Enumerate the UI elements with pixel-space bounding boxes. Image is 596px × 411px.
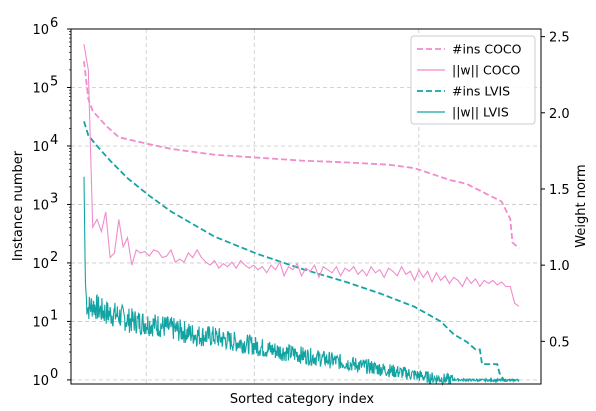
- legend-label-3: ||w|| LVIS: [452, 105, 509, 120]
- left-tick-exp-2: 2: [50, 250, 58, 265]
- left-tick-exp-4: 4: [50, 133, 58, 148]
- left-tick-label-3: 10: [32, 198, 49, 213]
- left-tick-label-2: 10: [32, 257, 49, 272]
- left-tick-label-5: 10: [32, 81, 49, 96]
- legend-label-0: #ins COCO: [452, 42, 522, 57]
- left-tick-exp-3: 3: [50, 191, 58, 206]
- y-axis-label-left: Instance number: [11, 150, 26, 261]
- x-axis-label: Sorted category index: [230, 392, 374, 407]
- series-layer: [83, 44, 520, 387]
- legend-label-1: ||w|| COCO: [452, 63, 520, 78]
- legend-box: [410, 35, 536, 125]
- left-tick-exp-1: 1: [50, 308, 58, 323]
- left-tick-label-1: 10: [32, 315, 49, 330]
- left-tick-label-6: 10: [32, 23, 49, 38]
- left-tick-label-4: 10: [32, 140, 49, 155]
- right-tick-label-2: 1.5: [549, 183, 570, 198]
- right-tick-label-4: 2.5: [549, 31, 570, 46]
- legend-label-2: #ins LVIS: [452, 84, 510, 99]
- legend: #ins COCO ||w|| COCO #ins LVIS ||w|| LVIS: [410, 35, 536, 125]
- left-tick-exp-5: 5: [50, 74, 58, 89]
- left-tick-exp-6: 6: [50, 16, 58, 31]
- right-tick-label-3: 2.0: [549, 107, 570, 122]
- plot-frame: [70, 28, 542, 385]
- series-ins-lvis: [83, 121, 519, 381]
- left-tick-label-0: 10: [32, 374, 49, 389]
- right-tick-label-0: 0.5: [549, 335, 570, 350]
- right-tick-label-1: 1.0: [549, 259, 570, 274]
- series-w-lvis: [83, 176, 520, 387]
- left-tick-exp-0: 0: [50, 367, 58, 382]
- y-axis-label-right: Weight norm: [574, 164, 589, 247]
- series-ins-coco: [83, 61, 520, 249]
- series-w-coco: [83, 44, 520, 307]
- right-axis: 0.5 1.0 1.5 2.0 2.5: [541, 31, 570, 350]
